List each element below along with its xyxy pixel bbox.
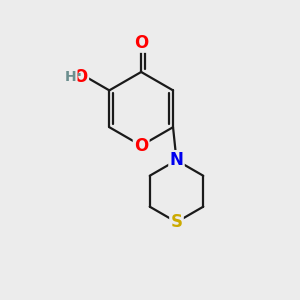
Text: H: H	[65, 70, 77, 84]
Text: N: N	[169, 151, 183, 169]
Text: O: O	[74, 68, 88, 86]
Text: S: S	[170, 213, 182, 231]
Text: O: O	[134, 136, 148, 154]
Text: O: O	[134, 34, 148, 52]
Text: ·: ·	[75, 67, 81, 85]
